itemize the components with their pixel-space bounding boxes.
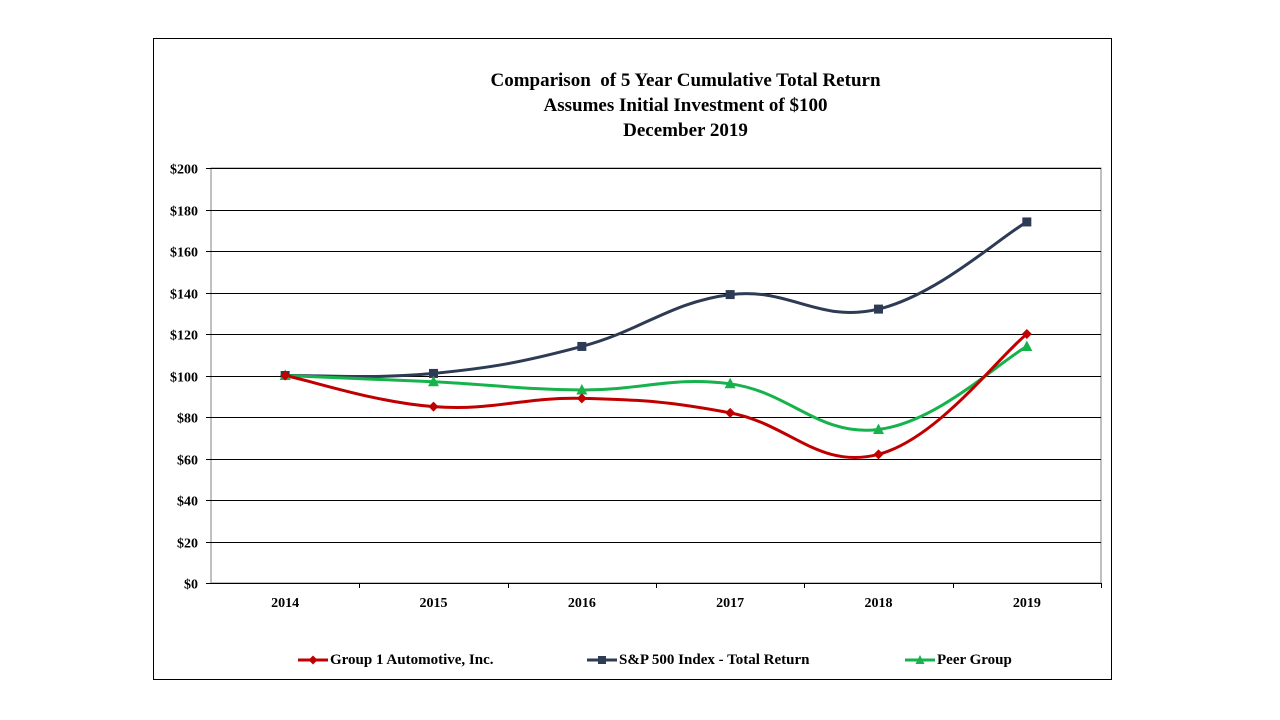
legend: Group 1 Automotive, Inc. S&P 500 Index -…: [0, 648, 1280, 672]
y-tick-label: $180: [170, 205, 198, 220]
data-point-square: [1022, 217, 1032, 227]
data-point-diamond: [280, 370, 291, 381]
chart-title: Comparison of 5 Year Cumulative Total Re…: [153, 68, 1218, 143]
y-tick-label: $40: [177, 495, 198, 510]
data-point-triangle: [1021, 340, 1033, 351]
chart-title-line-1: Comparison of 5 Year Cumulative Total Re…: [490, 70, 881, 91]
legend-marker-diamond-icon: [298, 655, 328, 665]
x-tick-label: 2018: [865, 596, 893, 611]
series-line-diamond: [284, 332, 1028, 460]
y-tick-label: $140: [170, 288, 198, 303]
legend-label-sp500: S&P 500 Index - Total Return: [619, 651, 810, 668]
y-tick-label: $160: [170, 246, 198, 261]
legend-item-peer: Peer Group: [905, 648, 1012, 672]
legend-marker-square-icon: [587, 656, 617, 664]
data-point-diamond: [1021, 329, 1032, 339]
x-tick-label: 2019: [1013, 596, 1041, 611]
data-point-square: [429, 368, 438, 378]
chart-title-line-3: December 2019: [623, 120, 748, 141]
x-tick-label: 2016: [568, 596, 596, 611]
data-point-triangle: [428, 375, 439, 387]
data-point-triangle: [873, 423, 884, 434]
data-point-diamond: [725, 407, 736, 418]
chart-title-line-2: Assumes Initial Investment of $100: [543, 95, 828, 116]
series-line-triangle: [285, 345, 1028, 432]
data-point-diamond: [428, 401, 439, 412]
y-tick-label: $200: [170, 163, 198, 178]
legend-label-group1: Group 1 Automotive, Inc.: [330, 651, 494, 668]
data-point-diamond: [873, 449, 884, 460]
data-point-triangle: [576, 384, 588, 395]
series-line-square: [285, 220, 1028, 379]
legend-label-peer: Peer Group: [937, 651, 1012, 668]
data-point-square: [874, 304, 883, 314]
data-point-square: [577, 341, 587, 351]
x-tick-label: 2017: [716, 596, 744, 611]
y-tick-label: $0: [184, 578, 198, 593]
x-tick-label: 2015: [420, 596, 448, 611]
data-point-diamond: [576, 393, 587, 404]
data-point-triangle: [724, 377, 736, 389]
legend-marker-triangle-icon: [905, 655, 935, 664]
data-point-square: [725, 290, 735, 300]
legend-item-group1: Group 1 Automotive, Inc.: [298, 648, 493, 672]
y-tick-label: $20: [177, 537, 198, 552]
y-tick-label: $120: [170, 329, 198, 344]
y-tick-label: $60: [177, 454, 198, 469]
chart-frame: [153, 38, 1112, 680]
y-tick-label: $100: [170, 371, 198, 386]
x-tick-label: 2014: [271, 596, 299, 611]
y-tick-label: $80: [177, 412, 198, 427]
legend-item-sp500: S&P 500 Index - Total Return: [587, 648, 809, 672]
